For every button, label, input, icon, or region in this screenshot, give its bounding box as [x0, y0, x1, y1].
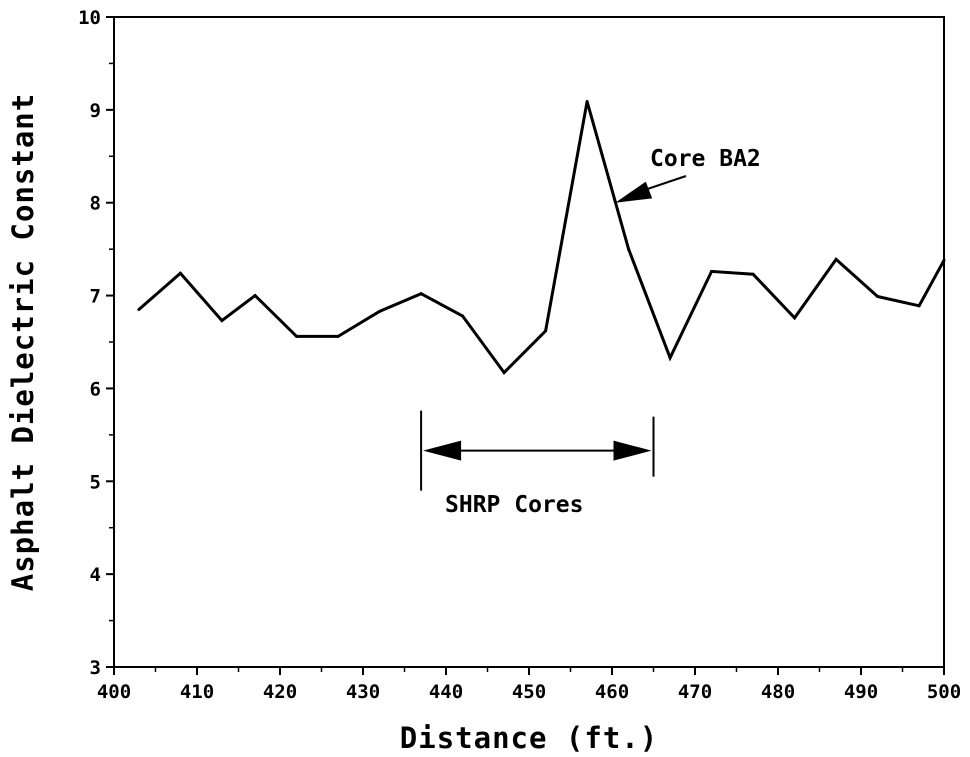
data-point	[876, 295, 880, 298]
data-point	[461, 314, 465, 318]
data-point	[378, 309, 382, 313]
data-point	[544, 329, 548, 333]
data-point	[834, 257, 838, 261]
annotation-shrp-cores: SHRP Cores	[445, 492, 583, 518]
data-point	[502, 371, 506, 375]
y-tick-label: 6	[90, 378, 101, 400]
y-tick-label: 7	[90, 286, 101, 308]
data-point	[585, 100, 589, 103]
x-axis-title: Distance (ft.)	[400, 721, 658, 755]
y-axis: 3 4 5 6 7 8 9 10	[78, 7, 114, 679]
y-tick-label: 9	[90, 100, 101, 122]
y-tick-label: 8	[90, 193, 101, 215]
y-tick-label: 10	[78, 7, 101, 29]
y-tick-label: 4	[90, 564, 101, 586]
data-point	[917, 304, 921, 308]
y-axis-title: Asphalt Dielectric Constant	[6, 93, 40, 591]
x-tick-label: 430	[346, 681, 380, 703]
core-ba2-arrowhead	[615, 181, 653, 203]
data-point	[627, 247, 631, 251]
shrp-range-arrowhead-right	[613, 440, 652, 461]
x-tick-label: 400	[97, 681, 131, 703]
series-points	[137, 100, 946, 375]
data-point	[336, 334, 340, 338]
x-tick-label: 420	[263, 681, 297, 703]
x-tick-label: 440	[429, 681, 463, 703]
x-tick-label: 500	[927, 681, 961, 703]
x-tick-label: 490	[844, 681, 878, 703]
data-point	[295, 334, 299, 338]
x-tick-label: 480	[761, 681, 795, 703]
data-point	[710, 269, 714, 273]
data-point	[419, 292, 423, 296]
x-tick-label: 450	[512, 681, 546, 703]
x-axis: 400 410 420 430 440 450 460 470 480 490 500	[97, 667, 961, 703]
data-point	[751, 272, 755, 276]
x-tick-label: 410	[180, 681, 214, 703]
x-tick-label: 460	[595, 681, 629, 703]
data-point	[137, 308, 141, 311]
annotation-core-ba2: Core BA2	[650, 146, 761, 172]
data-point	[942, 258, 946, 262]
series-line	[137, 101, 946, 375]
data-point	[793, 316, 797, 320]
data-point	[253, 294, 257, 298]
x-tick-label: 470	[678, 681, 712, 703]
y-tick-label: 3	[90, 657, 101, 679]
shrp-range-arrowhead-left	[423, 440, 462, 461]
y-tick-label: 5	[90, 471, 101, 493]
data-point	[668, 356, 672, 360]
data-point	[220, 319, 224, 323]
plot-area-frame	[113, 16, 945, 668]
data-point	[178, 271, 182, 275]
